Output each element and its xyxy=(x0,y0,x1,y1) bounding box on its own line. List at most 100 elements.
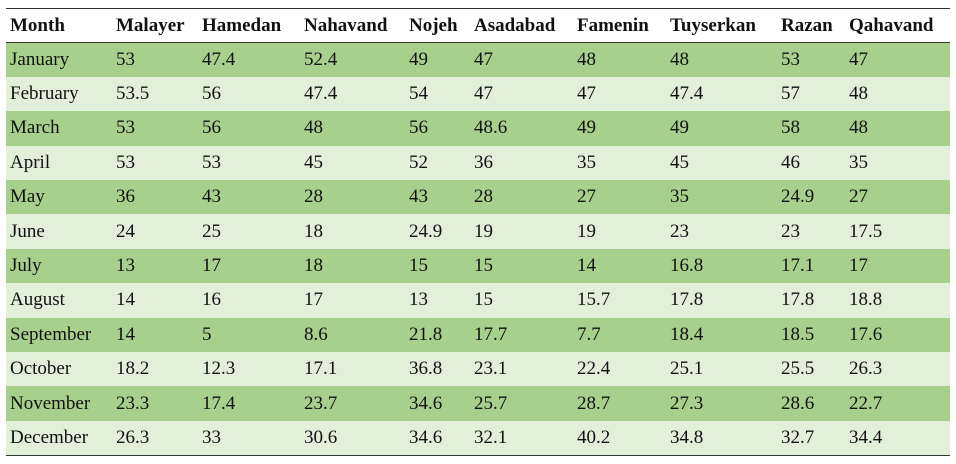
value-cell: 17.1 xyxy=(781,255,815,277)
value-cell: 14 xyxy=(116,323,135,345)
value-cell: 53.5 xyxy=(116,83,150,105)
value-cell: 43 xyxy=(202,186,221,208)
table-row: July 13 17 18 15 15 14 16.8 17.1 17 xyxy=(6,248,950,284)
value-cell: 17 xyxy=(304,289,323,311)
value-cell: 53 xyxy=(116,117,135,139)
value-cell: 56 xyxy=(202,117,221,139)
value-cell: 28 xyxy=(474,186,493,208)
value-cell: 48 xyxy=(849,83,868,105)
value-cell: 54 xyxy=(409,83,428,105)
value-cell: 15 xyxy=(474,289,493,311)
table-row: February 53.5 56 47.4 54 47 47 47.4 57 48 xyxy=(6,76,950,112)
value-cell: 56 xyxy=(202,83,221,105)
value-cell: 23.7 xyxy=(304,392,338,414)
table-row: December 26.3 33 30.6 34.6 32.1 40.2 34.8 32.7 34… xyxy=(6,420,950,456)
value-cell: 25.7 xyxy=(474,392,508,414)
value-cell: 23.1 xyxy=(474,358,508,380)
value-cell: 47.4 xyxy=(304,83,338,105)
value-cell: 40.2 xyxy=(573,420,666,456)
value-cell: 36.8 xyxy=(409,358,443,380)
value-cell: 24.9 xyxy=(409,220,443,242)
value-cell: 30.6 xyxy=(300,420,405,456)
value-cell: 34.4 xyxy=(845,420,950,456)
value-cell: 7.7 xyxy=(577,323,601,345)
table-body: January 53 47.4 52.4 49 47 48 48 53 47 February 53.… xyxy=(6,42,950,456)
table-row: May 36 43 28 43 28 27 35 24.9 27 xyxy=(6,180,950,215)
month-cell: May xyxy=(10,186,45,208)
value-cell: 47.4 xyxy=(202,48,236,70)
value-cell: 13 xyxy=(409,289,428,311)
value-cell: 23 xyxy=(781,220,800,242)
value-cell: 18.4 xyxy=(670,323,704,345)
value-cell: 45 xyxy=(670,151,689,173)
header-cell: Asadabad xyxy=(470,8,573,43)
value-cell: 22.4 xyxy=(577,358,611,380)
value-cell: 34.6 xyxy=(409,392,443,414)
value-cell: 52.4 xyxy=(304,48,338,70)
value-cell: 33 xyxy=(198,420,300,456)
value-cell: 17.7 xyxy=(474,323,508,345)
value-cell: 8.6 xyxy=(304,323,328,345)
value-cell: 23.3 xyxy=(116,392,150,414)
value-cell: 47 xyxy=(474,48,493,70)
value-cell: 49 xyxy=(409,48,428,70)
value-cell: 18.8 xyxy=(849,289,883,311)
value-cell: 24 xyxy=(116,220,135,242)
table-row: August 14 16 17 13 15 15.7 17.8 17.8 18.8 xyxy=(6,283,950,318)
value-cell: 27.3 xyxy=(670,392,704,414)
value-cell: 45 xyxy=(304,151,323,173)
value-cell: 46 xyxy=(781,151,800,173)
table-header: Month Malayer Hamedan Nahavand Nojeh Asadabad… xyxy=(6,8,950,43)
value-cell: 36 xyxy=(116,186,135,208)
month-cell: March xyxy=(10,117,60,139)
header-cell: Tuyserkan xyxy=(666,8,777,43)
value-cell: 48 xyxy=(849,117,868,139)
data-table: Month Malayer Hamedan Nahavand Nojeh Asadabad… xyxy=(6,8,950,456)
value-cell: 49 xyxy=(670,117,689,139)
value-cell: 58 xyxy=(781,117,800,139)
value-cell: 18 xyxy=(304,255,323,277)
value-cell: 21.8 xyxy=(409,323,443,345)
header-cell: Famenin xyxy=(573,8,666,43)
value-cell: 32.7 xyxy=(777,420,845,456)
month-cell: September xyxy=(10,323,92,345)
value-cell: 17.8 xyxy=(670,289,704,311)
value-cell: 24.9 xyxy=(781,186,815,208)
value-cell: 22.7 xyxy=(849,392,883,414)
value-cell: 18.2 xyxy=(116,358,150,380)
value-cell: 53 xyxy=(116,151,135,173)
table-row: January 53 47.4 52.4 49 47 48 48 53 47 xyxy=(6,42,950,77)
month-cell: December xyxy=(6,420,112,456)
value-cell: 13 xyxy=(116,255,135,277)
month-cell: June xyxy=(10,220,45,242)
value-cell: 47 xyxy=(577,83,596,105)
value-cell: 27 xyxy=(577,186,596,208)
value-cell: 18.5 xyxy=(781,323,815,345)
value-cell: 27 xyxy=(849,186,868,208)
value-cell: 18 xyxy=(304,220,323,242)
value-cell: 25.5 xyxy=(781,358,815,380)
value-cell: 15 xyxy=(409,255,428,277)
value-cell: 48 xyxy=(670,48,689,70)
value-cell: 26.3 xyxy=(112,420,198,456)
header-row: Month Malayer Hamedan Nahavand Nojeh Asadabad… xyxy=(6,8,950,43)
value-cell: 57 xyxy=(781,83,800,105)
value-cell: 34.8 xyxy=(666,420,777,456)
value-cell: 49 xyxy=(577,117,596,139)
month-cell: November xyxy=(10,392,91,414)
value-cell: 35 xyxy=(577,151,596,173)
value-cell: 17.5 xyxy=(849,220,883,242)
value-cell: 28 xyxy=(304,186,323,208)
value-cell: 52 xyxy=(409,151,428,173)
value-cell: 15.7 xyxy=(577,289,611,311)
value-cell: 19 xyxy=(577,220,596,242)
table-row: November 23.3 17.4 23.7 34.6 25.7 28.7 27.3 28.6… xyxy=(6,386,950,421)
value-cell: 47 xyxy=(849,48,868,70)
value-cell: 34.6 xyxy=(405,420,470,456)
month-cell: April xyxy=(10,151,51,173)
value-cell: 17 xyxy=(202,255,221,277)
value-cell: 48 xyxy=(304,117,323,139)
header-cell: Qahavand xyxy=(845,8,950,43)
